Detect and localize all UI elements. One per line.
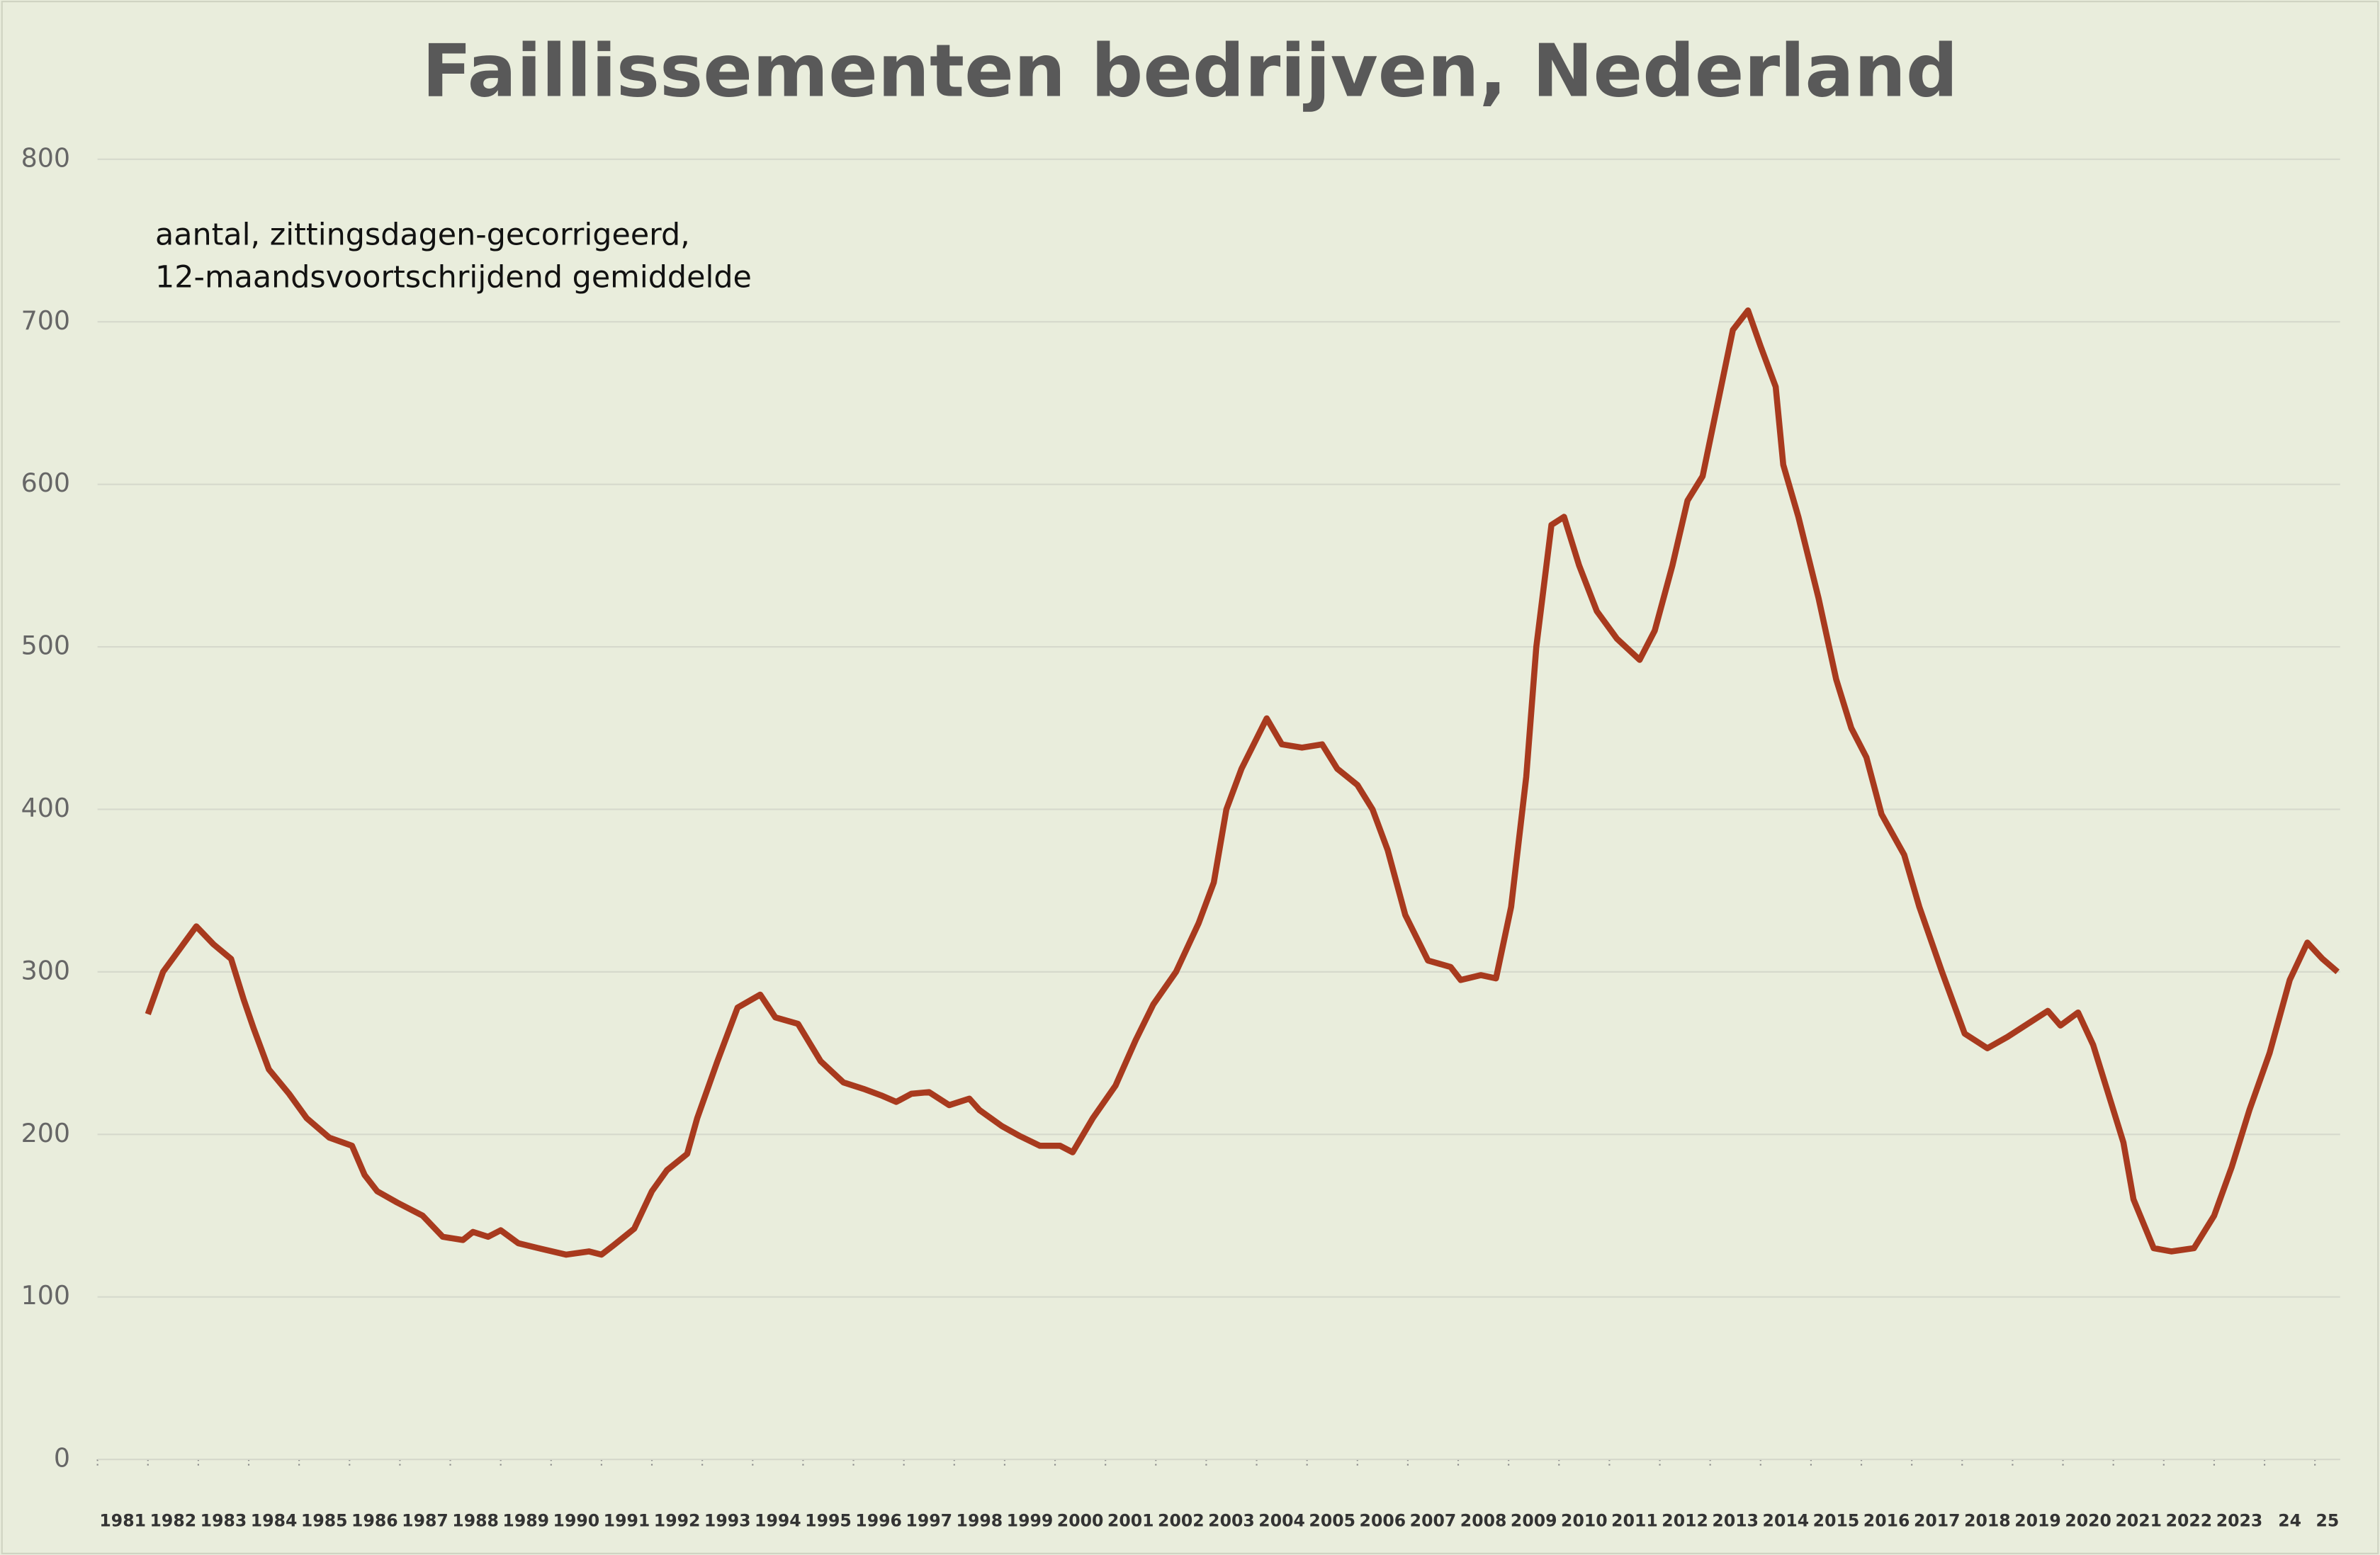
y-tick-label: 400 xyxy=(21,793,70,823)
x-tick-label: 1999 xyxy=(1007,1510,1054,1530)
x-tick-label: 1986 xyxy=(351,1510,398,1530)
x-tick-label: 2014 xyxy=(1763,1510,1810,1530)
x-tick-label: 2015 xyxy=(1813,1510,1860,1530)
x-tick-label: 2019 xyxy=(2014,1510,2061,1530)
x-tick-label: 1997 xyxy=(906,1510,952,1530)
x-tick-label: 1992 xyxy=(654,1510,701,1530)
x-tick-label: 2013 xyxy=(1712,1510,1759,1530)
x-tick-label: 2016 xyxy=(1863,1510,1910,1530)
x-tick-label: 2002 xyxy=(1158,1510,1205,1530)
x-tick-label: 1998 xyxy=(957,1510,1003,1530)
x-tick-label: 1996 xyxy=(855,1510,902,1530)
x-tick-label: 2006 xyxy=(1360,1510,1406,1530)
x-tick-label: 2023 xyxy=(2216,1510,2263,1530)
chart-title: Faillissementen bedrijven, Nederland xyxy=(422,29,1958,113)
x-tick-label: 1984 xyxy=(251,1510,298,1530)
x-tick-label: 2004 xyxy=(1258,1510,1305,1530)
subtitle: 12-maandsvoortschrijdend gemiddelde xyxy=(155,260,752,295)
y-tick-label: 500 xyxy=(21,631,70,661)
x-tick-label: 2005 xyxy=(1309,1510,1355,1530)
x-tick-label: 1993 xyxy=(704,1510,751,1530)
x-tick-label: 2010 xyxy=(1561,1510,1608,1530)
y-tick-label: 600 xyxy=(21,468,70,498)
x-tick-label: 1982 xyxy=(150,1510,197,1530)
x-tick-label: 1988 xyxy=(452,1510,499,1530)
y-tick-label: 200 xyxy=(21,1118,70,1148)
x-tick-label: 2012 xyxy=(1662,1510,1708,1530)
x-tick-label: 1981 xyxy=(99,1510,146,1530)
x-tick-label: 1994 xyxy=(755,1510,801,1530)
x-tick-label: 2017 xyxy=(1914,1510,1961,1530)
x-tick-label: 2022 xyxy=(2166,1510,2213,1530)
y-tick-label: 100 xyxy=(21,1280,70,1311)
y-tick-label: 300 xyxy=(21,955,70,985)
x-tick-label: 2020 xyxy=(2065,1510,2111,1530)
y-tick-label: 700 xyxy=(21,305,70,336)
x-tick-label: 2021 xyxy=(2115,1510,2162,1530)
x-tick-label: 1983 xyxy=(201,1510,247,1530)
x-tick-label: 2018 xyxy=(1964,1510,2011,1530)
x-tick-label: 1991 xyxy=(604,1510,650,1530)
x-tick-label: 24 xyxy=(2278,1510,2301,1530)
y-tick-label: 800 xyxy=(21,142,70,173)
x-tick-label: 25 xyxy=(2316,1510,2340,1530)
x-tick-label: 1990 xyxy=(553,1510,600,1530)
x-tick-label: 2003 xyxy=(1208,1510,1255,1530)
x-tick-label: 2008 xyxy=(1460,1510,1507,1530)
subtitle: aantal, zittingsdagen-gecorrigeerd, xyxy=(155,217,690,253)
x-tick-label: 1995 xyxy=(805,1510,852,1530)
x-tick-label: 2000 xyxy=(1057,1510,1104,1530)
x-tick-label: 2009 xyxy=(1511,1510,1557,1530)
x-tick-label: 2011 xyxy=(1611,1510,1658,1530)
x-tick-label: 1987 xyxy=(402,1510,449,1530)
data-line xyxy=(145,307,2340,1258)
x-tick-label: 2007 xyxy=(1410,1510,1457,1530)
x-tick-label: 2001 xyxy=(1107,1510,1154,1530)
x-tick-label: 1989 xyxy=(502,1510,549,1530)
x-tick-label: 1985 xyxy=(301,1510,348,1530)
y-tick-label: 0 xyxy=(54,1443,70,1474)
